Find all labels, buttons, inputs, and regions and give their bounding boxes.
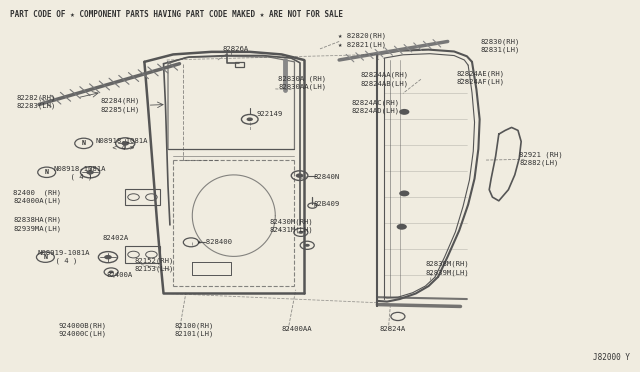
Text: 82400AA: 82400AA — [282, 326, 312, 333]
Circle shape — [104, 255, 112, 259]
Text: ★ 82820(RH)
★ 82821(LH): ★ 82820(RH) ★ 82821(LH) — [338, 33, 386, 48]
Text: 82921 (RH)
82882(LH): 82921 (RH) 82882(LH) — [519, 151, 563, 166]
Text: 82838HA(RH)
82939MA(LH): 82838HA(RH) 82939MA(LH) — [13, 217, 61, 231]
Circle shape — [298, 231, 303, 234]
Text: N08919-1081A
    ( 4 ): N08919-1081A ( 4 ) — [38, 250, 90, 264]
Bar — [235, 62, 244, 67]
Circle shape — [397, 224, 407, 230]
Text: 82400  (RH)
824000A(LH): 82400 (RH) 824000A(LH) — [13, 189, 61, 204]
Text: 82824A: 82824A — [380, 326, 406, 333]
Circle shape — [86, 170, 94, 174]
Text: N08918-1081A
    ( 4 ): N08918-1081A ( 4 ) — [53, 166, 106, 180]
Text: 82284(RH)
82285(LH): 82284(RH) 82285(LH) — [101, 98, 140, 113]
Text: 82830(RH)
82831(LH): 82830(RH) 82831(LH) — [481, 39, 520, 53]
Text: 82838M(RH)
82839M(LH): 82838M(RH) 82839M(LH) — [426, 261, 469, 276]
Bar — [125, 189, 161, 205]
Text: N08918-1081A
    < 4 >: N08918-1081A < 4 > — [95, 138, 148, 151]
Text: N: N — [45, 169, 49, 175]
Text: N: N — [82, 140, 86, 146]
Text: 924000B(RH)
924000C(LH): 924000B(RH) 924000C(LH) — [58, 322, 106, 337]
Text: 82824AE(RH)
82824AF(LH): 82824AE(RH) 82824AF(LH) — [456, 70, 504, 85]
Circle shape — [246, 118, 253, 121]
Text: 922149: 922149 — [256, 111, 282, 117]
Circle shape — [109, 270, 114, 273]
Text: 82152(RH)
82153(LH): 82152(RH) 82153(LH) — [135, 257, 174, 272]
Text: 82402A: 82402A — [103, 235, 129, 241]
Circle shape — [122, 141, 129, 145]
Text: 82400A: 82400A — [106, 272, 132, 278]
Text: 82840N: 82840N — [314, 174, 340, 180]
Circle shape — [399, 190, 410, 196]
Text: 82430M(RH)
82431M(LH): 82430M(RH) 82431M(LH) — [269, 219, 314, 233]
Text: 82824AC(RH)
82824AD(LH): 82824AC(RH) 82824AD(LH) — [351, 100, 399, 115]
Text: PART CODE OF ★ COMPONENT PARTS HAVING PART CODE MAKED ★ ARE NOT FOR SALE: PART CODE OF ★ COMPONENT PARTS HAVING PA… — [10, 10, 343, 19]
Text: 82826A: 82826A — [222, 46, 248, 52]
Circle shape — [296, 173, 303, 178]
Bar — [125, 246, 161, 263]
Text: ★ 828400: ★ 828400 — [197, 238, 232, 245]
Text: 82830A (RH)
82830AA(LH): 82830A (RH) 82830AA(LH) — [278, 76, 326, 90]
Text: 82B409: 82B409 — [314, 201, 340, 207]
Circle shape — [305, 244, 310, 247]
Text: 82282(RH)
82283(LH): 82282(RH) 82283(LH) — [17, 94, 56, 109]
Text: N: N — [44, 254, 47, 260]
Circle shape — [399, 109, 410, 115]
Text: 82100(RH)
82101(LH): 82100(RH) 82101(LH) — [174, 322, 214, 337]
Text: 82824AA(RH)
82824AB(LH): 82824AA(RH) 82824AB(LH) — [361, 72, 409, 87]
Text: J82000 Y: J82000 Y — [593, 353, 630, 362]
